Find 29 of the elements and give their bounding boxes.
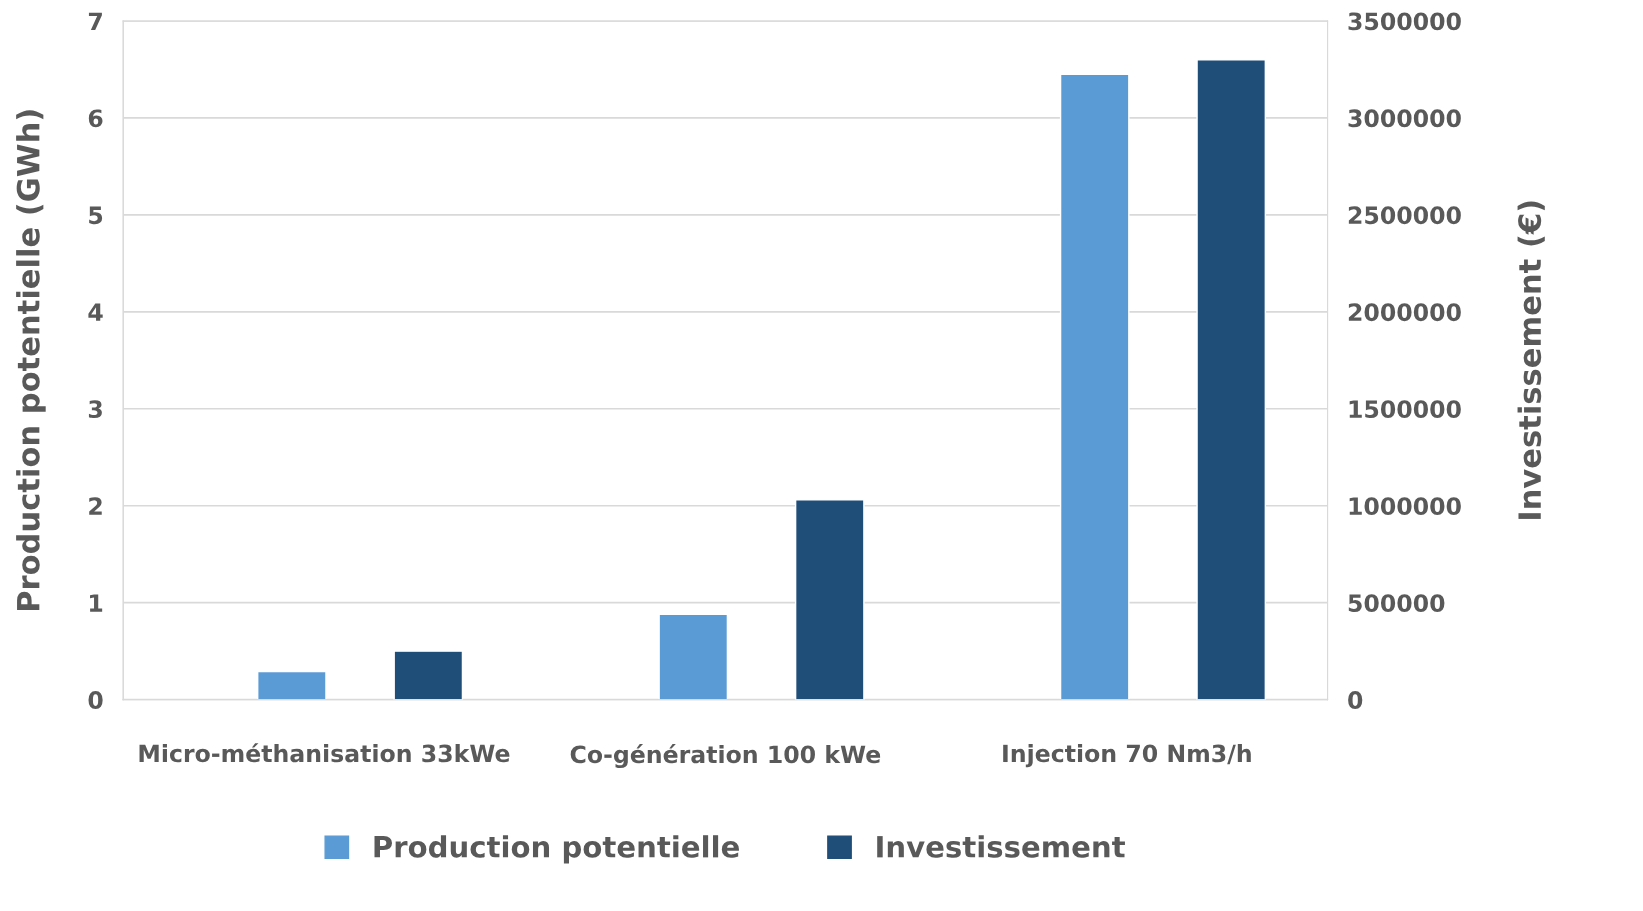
y2-tick-label: 2500000 bbox=[1348, 206, 1461, 225]
y2-tick-label: 2000000 bbox=[1348, 303, 1461, 322]
bar bbox=[257, 670, 327, 700]
x-tick-label: Co-génération 100 kWe bbox=[570, 744, 881, 769]
y-tick-label: 5 bbox=[89, 206, 103, 225]
bar bbox=[794, 499, 865, 700]
y-tick-label: 7 bbox=[88, 12, 102, 30]
bar bbox=[393, 650, 464, 700]
legend-label: Investissement bbox=[877, 835, 1125, 858]
x-tick-label: Injection 70 Nm3/h bbox=[1003, 744, 1251, 768]
x-tick-label: Micro-méthanisation 33kWe bbox=[139, 743, 510, 763]
y-tick-label: 2 bbox=[89, 497, 102, 515]
bar bbox=[1196, 59, 1267, 700]
bar bbox=[1059, 73, 1130, 700]
y2-tick-label: 1500000 bbox=[1349, 400, 1461, 419]
y2-tick-label: 3500000 bbox=[1348, 12, 1461, 31]
y-tick-label: 1 bbox=[90, 594, 103, 612]
y2-tick-label: 0 bbox=[1348, 691, 1363, 709]
y-tick-label: 6 bbox=[88, 109, 103, 128]
y-tick-label: 0 bbox=[88, 691, 103, 709]
y2-tick-label: 1000000 bbox=[1349, 497, 1461, 516]
legend-label: Production potentielle bbox=[374, 835, 739, 864]
y-axis-title: Production potentielle (GWh) bbox=[16, 110, 46, 611]
y2-tick-label: 500000 bbox=[1348, 594, 1445, 612]
y-tick-label: 3 bbox=[88, 400, 102, 419]
bar bbox=[658, 613, 729, 700]
y-tick-label: 4 bbox=[88, 303, 103, 321]
y2-axis-title: Investissement (€) bbox=[1517, 201, 1545, 519]
y2-tick-label: 3000000 bbox=[1348, 109, 1461, 128]
